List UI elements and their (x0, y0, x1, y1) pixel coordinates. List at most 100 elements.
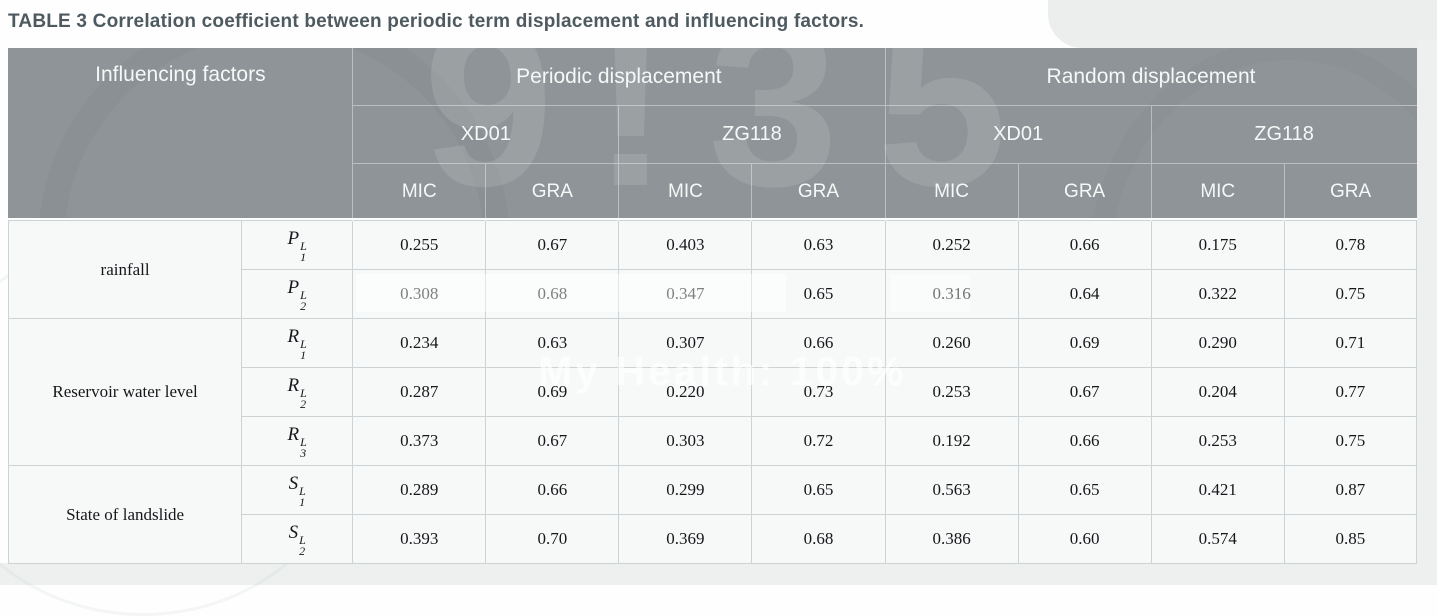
value-cell: 0.299 (618, 465, 753, 515)
header-group-periodic: Periodic displacement (352, 48, 886, 106)
symbol-sub: 1 (300, 347, 307, 362)
value-cell: 0.72 (751, 416, 886, 466)
header-influencing-factors: Influencing factors (95, 63, 266, 86)
value-cell: 0.64 (1017, 269, 1152, 319)
value-cell: 0.66 (751, 318, 886, 368)
correlation-table: Influencing factors Periodic displacemen… (7, 48, 1418, 564)
value-cell: 0.253 (1150, 416, 1285, 466)
symbol-base: R (287, 325, 300, 347)
value-cell: 0.67 (1017, 367, 1152, 417)
symbol-sup: L (300, 434, 307, 449)
value-cell: 0.574 (1150, 514, 1285, 564)
value-cell: 0.63 (751, 220, 886, 270)
symbol-sub: 3 (300, 445, 307, 460)
header-metric: MIC (352, 163, 486, 221)
header-metric: GRA (1283, 163, 1417, 221)
symbol-base: R (287, 423, 300, 445)
value-cell: 0.69 (485, 367, 620, 417)
correlation-table-container: 9!35 Influencing factors Periodic displa… (7, 48, 1418, 564)
value-cell: 0.71 (1283, 318, 1418, 368)
value-cell: 0.369 (618, 514, 753, 564)
value-cell: 0.67 (485, 416, 620, 466)
header-group-random: Random displacement (884, 48, 1417, 106)
symbol-sub: 2 (300, 298, 307, 313)
symbol-sup: L (300, 336, 307, 351)
value-cell: 0.85 (1283, 514, 1418, 564)
value-cell: 0.63 (485, 318, 620, 368)
header-metric: GRA (485, 163, 619, 221)
symbol-sub: 1 (299, 494, 306, 509)
value-cell: 0.307 (618, 318, 753, 368)
value-cell: 0.60 (1017, 514, 1152, 564)
background-strip-bottom (0, 563, 1437, 585)
header-metric: GRA (751, 163, 886, 221)
value-cell: 0.68 (751, 514, 886, 564)
factor-state-of-landslide: State of landslide (7, 465, 243, 564)
value-cell: 0.70 (485, 514, 620, 564)
symbol-base: R (287, 374, 300, 396)
value-cell: 0.563 (884, 465, 1019, 515)
symbol-sup: L (299, 532, 306, 547)
symbol-sub: 2 (299, 543, 306, 558)
value-cell: 0.78 (1283, 220, 1418, 270)
value-cell: 0.386 (884, 514, 1019, 564)
value-cell: 0.65 (1017, 465, 1152, 515)
value-cell: 0.322 (1150, 269, 1285, 319)
symbol-sub: 1 (300, 249, 307, 264)
value-cell: 0.75 (1283, 269, 1418, 319)
value-cell: 0.77 (1283, 367, 1418, 417)
value-cell: 0.75 (1283, 416, 1418, 466)
value-cell: 0.290 (1150, 318, 1285, 368)
value-cell: 0.347 (618, 269, 753, 319)
value-cell: 0.73 (751, 367, 886, 417)
value-cell: 0.68 (485, 269, 620, 319)
symbol-sup: L (300, 287, 307, 302)
factor-rainfall: rainfall (7, 220, 243, 319)
header-station-random-xd01: XD01 (884, 105, 1152, 164)
background-shape-top-right (1048, 0, 1437, 48)
symbol-sup: L (300, 385, 307, 400)
value-cell: 0.252 (884, 220, 1019, 270)
header-station-periodic-xd01: XD01 (352, 105, 619, 164)
value-cell: 0.253 (884, 367, 1019, 417)
value-cell: 0.220 (618, 367, 753, 417)
value-cell: 0.260 (884, 318, 1019, 368)
header-station-random-zg118: ZG118 (1150, 105, 1417, 164)
value-cell: 0.175 (1150, 220, 1285, 270)
value-cell: 0.289 (352, 465, 487, 515)
symbol-sup: L (300, 238, 307, 253)
value-cell: 0.287 (352, 367, 487, 417)
value-cell: 0.67 (485, 220, 620, 270)
symbol-base: P (287, 227, 300, 249)
value-cell: 0.421 (1150, 465, 1285, 515)
value-cell: 0.87 (1283, 465, 1418, 515)
symbol-base: P (287, 276, 300, 298)
value-cell: 0.66 (1017, 220, 1152, 270)
value-cell: 0.308 (352, 269, 487, 319)
value-cell: 0.204 (1150, 367, 1285, 417)
table-caption: TABLE 3 Correlation coefficient between … (8, 11, 865, 32)
symbol-base: S (288, 521, 299, 543)
header-station-periodic-zg118: ZG118 (618, 105, 886, 164)
value-cell: 0.373 (352, 416, 487, 466)
value-cell: 0.403 (618, 220, 753, 270)
symbol-base: S (288, 472, 299, 494)
value-cell: 0.66 (485, 465, 620, 515)
value-cell: 0.66 (1017, 416, 1152, 466)
symbol-sub: 2 (300, 396, 307, 411)
value-cell: 0.234 (352, 318, 487, 368)
value-cell: 0.192 (884, 416, 1019, 466)
header-metric: GRA (1017, 163, 1152, 221)
